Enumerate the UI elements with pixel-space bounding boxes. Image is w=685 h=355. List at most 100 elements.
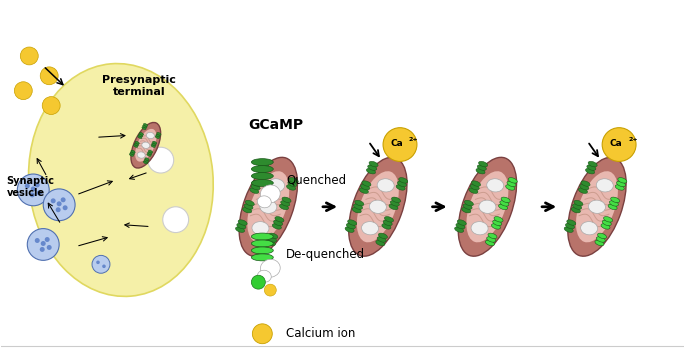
Ellipse shape <box>137 152 145 158</box>
Circle shape <box>96 261 100 264</box>
Ellipse shape <box>479 200 496 213</box>
Ellipse shape <box>252 181 262 186</box>
Ellipse shape <box>139 132 143 135</box>
Ellipse shape <box>610 201 619 206</box>
Ellipse shape <box>377 237 386 242</box>
Ellipse shape <box>252 222 269 235</box>
Ellipse shape <box>469 188 478 193</box>
Text: 2+: 2+ <box>628 137 638 142</box>
Ellipse shape <box>251 247 273 254</box>
Ellipse shape <box>281 201 290 206</box>
Circle shape <box>40 241 46 246</box>
Ellipse shape <box>156 134 160 137</box>
Ellipse shape <box>266 240 275 246</box>
Ellipse shape <box>564 227 573 233</box>
Text: Calcium ion: Calcium ion <box>286 327 356 340</box>
Ellipse shape <box>611 197 620 203</box>
Ellipse shape <box>143 124 148 126</box>
Ellipse shape <box>576 171 618 242</box>
Ellipse shape <box>145 158 149 160</box>
Circle shape <box>14 82 32 100</box>
Ellipse shape <box>479 161 488 167</box>
Ellipse shape <box>29 64 213 296</box>
Ellipse shape <box>471 222 488 235</box>
Ellipse shape <box>251 184 260 190</box>
Ellipse shape <box>366 168 375 174</box>
Ellipse shape <box>286 185 296 190</box>
Ellipse shape <box>608 204 617 210</box>
Ellipse shape <box>251 240 273 247</box>
Ellipse shape <box>144 159 149 162</box>
Ellipse shape <box>597 233 606 239</box>
Ellipse shape <box>148 152 152 155</box>
Ellipse shape <box>384 217 393 222</box>
Ellipse shape <box>501 197 510 203</box>
Ellipse shape <box>595 240 604 246</box>
Ellipse shape <box>258 165 267 170</box>
Ellipse shape <box>597 179 613 192</box>
Text: Synaptic
vesicle: Synaptic vesicle <box>6 176 54 198</box>
Circle shape <box>383 128 417 162</box>
Ellipse shape <box>507 181 516 187</box>
Ellipse shape <box>130 152 134 155</box>
Ellipse shape <box>258 196 271 208</box>
Circle shape <box>61 197 66 202</box>
Ellipse shape <box>369 200 386 213</box>
Ellipse shape <box>396 185 405 190</box>
Ellipse shape <box>566 223 575 229</box>
Ellipse shape <box>602 220 611 226</box>
Ellipse shape <box>596 237 606 242</box>
Ellipse shape <box>377 179 394 192</box>
Ellipse shape <box>360 184 370 190</box>
Circle shape <box>35 182 40 187</box>
Ellipse shape <box>360 188 369 193</box>
Circle shape <box>27 229 59 260</box>
Ellipse shape <box>368 165 377 170</box>
Ellipse shape <box>147 132 154 138</box>
Ellipse shape <box>151 144 155 147</box>
Circle shape <box>21 47 38 65</box>
Ellipse shape <box>251 173 273 180</box>
Ellipse shape <box>131 150 135 153</box>
Ellipse shape <box>378 233 388 239</box>
Ellipse shape <box>587 165 596 170</box>
Ellipse shape <box>382 224 391 229</box>
Ellipse shape <box>138 134 142 137</box>
Ellipse shape <box>349 157 407 256</box>
Ellipse shape <box>347 223 356 229</box>
Ellipse shape <box>477 165 486 170</box>
Circle shape <box>40 247 45 252</box>
Ellipse shape <box>357 171 399 242</box>
Ellipse shape <box>142 125 147 128</box>
Ellipse shape <box>506 185 514 190</box>
Ellipse shape <box>251 180 273 186</box>
Ellipse shape <box>134 144 138 147</box>
Ellipse shape <box>573 204 582 209</box>
Ellipse shape <box>348 220 357 225</box>
Ellipse shape <box>486 240 495 246</box>
Circle shape <box>35 238 40 243</box>
Circle shape <box>47 245 51 250</box>
Ellipse shape <box>566 220 576 225</box>
Circle shape <box>25 184 29 189</box>
Ellipse shape <box>457 220 466 225</box>
Ellipse shape <box>601 224 610 229</box>
Ellipse shape <box>251 254 273 261</box>
Circle shape <box>62 205 68 210</box>
Ellipse shape <box>353 204 362 209</box>
Ellipse shape <box>289 178 298 183</box>
Ellipse shape <box>456 223 465 229</box>
Ellipse shape <box>147 153 151 156</box>
Ellipse shape <box>157 132 161 135</box>
Ellipse shape <box>352 207 361 213</box>
Ellipse shape <box>615 185 624 190</box>
Circle shape <box>148 147 174 173</box>
Circle shape <box>51 198 55 203</box>
Text: Presynaptic
terminal: Presynaptic terminal <box>102 75 176 97</box>
Ellipse shape <box>581 181 590 186</box>
Ellipse shape <box>260 161 269 167</box>
Ellipse shape <box>129 153 134 156</box>
Ellipse shape <box>142 142 150 148</box>
Ellipse shape <box>463 204 472 209</box>
Ellipse shape <box>588 200 606 213</box>
